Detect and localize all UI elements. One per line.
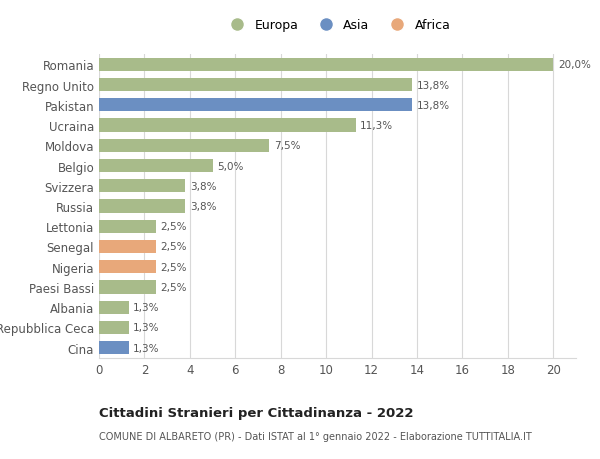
Text: 1,3%: 1,3% (133, 323, 160, 333)
Text: 3,8%: 3,8% (190, 202, 217, 212)
Bar (99, 140, 269, 152)
Text: Cittadini Stranieri per Cittadinanza - 2022: Cittadini Stranieri per Cittadinanza - 2… (99, 406, 413, 419)
Text: 7,5%: 7,5% (274, 141, 301, 151)
Text: 13,8%: 13,8% (417, 101, 450, 111)
Bar (99, 160, 212, 173)
Text: COMUNE DI ALBARETO (PR) - Dati ISTAT al 1° gennaio 2022 - Elaborazione TUTTITALI: COMUNE DI ALBARETO (PR) - Dati ISTAT al … (99, 431, 532, 442)
Text: 2,5%: 2,5% (160, 282, 187, 292)
Bar (99, 241, 156, 253)
Bar (99, 220, 156, 233)
Text: 2,5%: 2,5% (160, 222, 187, 232)
Bar (99, 301, 128, 314)
Bar (99, 79, 412, 92)
Bar (99, 321, 128, 334)
Text: 1,3%: 1,3% (133, 343, 160, 353)
Bar (99, 180, 185, 193)
Text: 11,3%: 11,3% (360, 121, 394, 131)
Text: 1,3%: 1,3% (133, 302, 160, 313)
Bar (99, 341, 128, 354)
Text: 5,0%: 5,0% (217, 161, 244, 171)
Text: 13,8%: 13,8% (417, 80, 450, 90)
Bar (99, 59, 553, 72)
Bar (99, 119, 356, 132)
Text: 3,8%: 3,8% (190, 181, 217, 191)
Bar (99, 99, 412, 112)
Bar (99, 200, 185, 213)
Text: 2,5%: 2,5% (160, 262, 187, 272)
Legend: Europa, Asia, Africa: Europa, Asia, Africa (220, 14, 455, 37)
Bar (99, 261, 156, 274)
Bar (99, 281, 156, 294)
Text: 2,5%: 2,5% (160, 242, 187, 252)
Text: 20,0%: 20,0% (558, 60, 591, 70)
